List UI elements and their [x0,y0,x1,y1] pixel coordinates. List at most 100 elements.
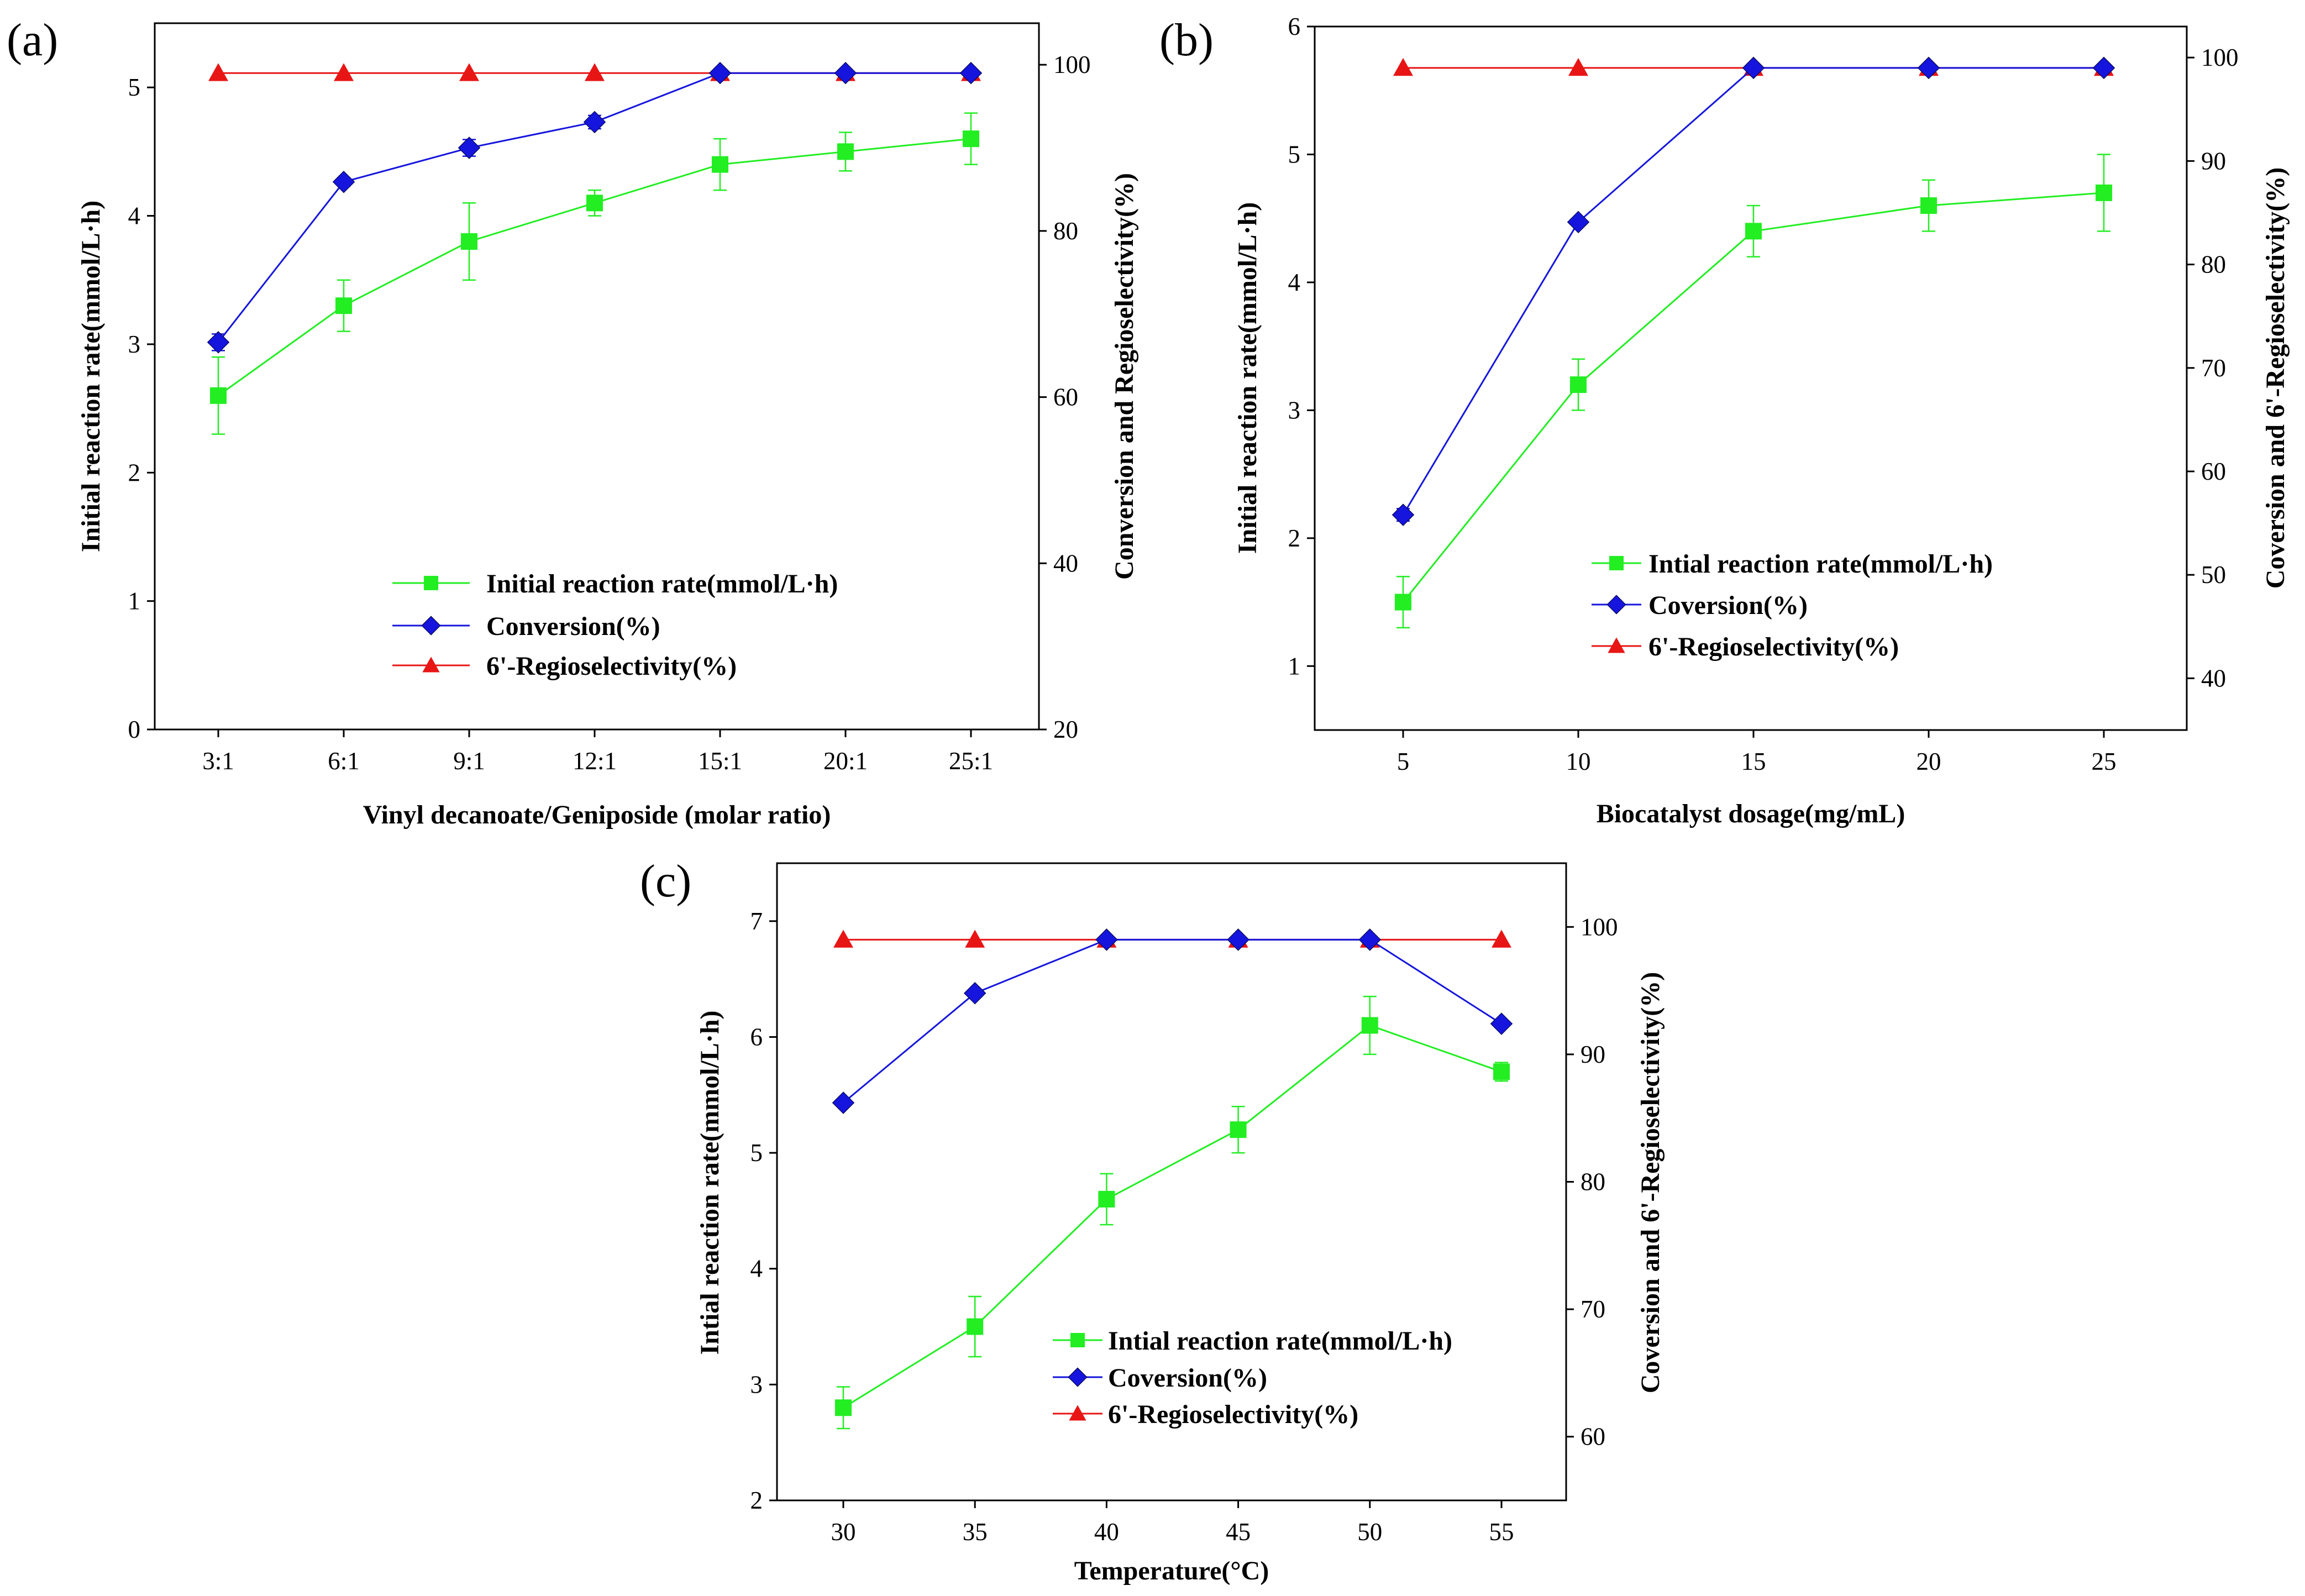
panel-a-right-ticks: 20 40 60 80 100 [1039,51,1091,743]
panel-c-right-tick-label: 80 [1581,1168,1605,1196]
panel-a-rate-point [963,130,979,148]
panel-a-right-tick-label: 40 [1053,549,1078,577]
panel-a-legend-regio-symbol [422,657,440,673]
panel-b-legend-regio-text: 6'-Regioselectivity(%) [1648,632,1899,662]
panel-a-rate-point [712,156,728,173]
panel-c-left-tick-label: 6 [750,1023,763,1051]
panel-c-left-tick-label: 3 [750,1371,763,1398]
panel-b-x-tick-label: 5 [1397,748,1410,775]
panel-a-left-tick-label: 5 [128,74,141,101]
panel-b-series [1392,56,2115,629]
panel-a-legend: Initial reaction rate(mmol/L·h) Conversi… [392,569,838,681]
panel-c-x-tick-label: 55 [1489,1518,1514,1546]
panel-b-rate-point [2096,184,2112,201]
panel-a-legend-regio-text: 6'-Regioselectivity(%) [486,652,737,681]
panel-b-left-tick-label: 3 [1288,396,1301,424]
panel-b-x-tick-label: 15 [1741,748,1766,775]
panel-a: (a) 0 1 2 3 4 5 20 40 60 80 100 3:1 6:1 9:1 12:1 15:1… [7,14,1139,830]
panel-c-y2-axis-label: Coversion and 6'-Regioselectivity(%) [1636,972,1665,1394]
panel-b-conversion-point [1392,503,1415,526]
panel-c-rate-point [967,1318,984,1335]
panel-c-legend-rate-text: Intial reaction rate(mmol/L·h) [1108,1326,1452,1356]
panel-c-rate-point [1493,1063,1510,1080]
panel-b-rate-point [1745,223,1762,240]
panel-b-rate-point [1920,197,1937,214]
panel-a-rate-point [210,387,227,404]
panel-a-x-axis-label: Vinyl decanoate/Geniposide (molar ratio) [363,800,831,830]
panel-a-left-tick-label: 1 [128,587,141,615]
panel-a-label: (a) [7,14,58,66]
panel-c-legend-regio-text: 6'-Regioselectivity(%) [1108,1400,1358,1429]
panel-c-x-tick-label: 35 [963,1518,988,1546]
panel-b-rate-point [1395,594,1411,611]
panel-c-conversion-point [1358,928,1382,951]
panel-b-right-tick-label: 70 [2201,354,2226,382]
panel-c-x-axis-label: Temperature(°C) [1074,1556,1269,1586]
panel-a-rate-line [218,138,972,397]
panel-a-conversion-point [708,62,732,85]
panel-c-x-tick-label: 30 [831,1518,856,1546]
panel-c-right-tick-label: 70 [1581,1295,1605,1323]
panel-b: (b) 1 2 3 4 5 6 40 50 60 70 80 90 100 5 10 15 20 25 Bio… [1159,13,2290,828]
panel-b-right-tick-label: 100 [2201,44,2239,71]
panel-b-conversion-point [2092,56,2115,80]
panel-b-left-tick-label: 5 [1288,140,1301,168]
panel-a-left-tick-label: 3 [128,330,141,358]
panel-c-left-ticks: 2 3 4 5 6 7 [750,907,777,1514]
panel-a-x-tick-label: 12:1 [573,747,617,775]
panel-c-conversion-point [1227,928,1249,951]
panel-c-right-ticks: 60 70 80 90 100 [1566,913,1618,1451]
panel-c-legend-conversion-marker [1053,1367,1102,1387]
panel-a-left-tick-label: 0 [128,716,141,743]
panel-a-conversion-point [583,111,606,134]
panel-a-conversion-point [332,170,355,193]
panel-a-right-tick-label: 80 [1053,217,1078,245]
panel-c-right-tick-label: 100 [1581,913,1618,941]
panel-b-conversion-point [1917,56,1940,80]
panel-c-y-axis-label: Intial reaction rate(mmol/L·h) [695,1010,724,1355]
panel-c-x-tick-label: 50 [1357,1518,1382,1546]
panel-a-regio-point [208,63,228,81]
panel-c-rate-point [1098,1190,1115,1208]
panel-b-y2-axis-label: Coversion and 6'-Regioselectivity(%) [2261,167,2290,589]
panel-a-rate-point [837,143,854,160]
panel-c-legend-conversion-symbol [1068,1367,1088,1387]
panel-b-conversion-point [1742,56,1765,80]
panel-b-y-axis-label: Initial reaction rate(mmol/L·h) [1233,202,1262,554]
panel-a-legend-regio-marker [392,657,470,673]
panel-b-plot-frame [1314,25,2188,731]
panel-b-legend-rate-marker [1592,556,1641,570]
panel-a-legend-conversion-marker [392,616,470,636]
panel-a-regio-point [334,63,354,81]
panel-a-regio-point [459,63,479,81]
panel-a-conversion-point [834,62,857,85]
panel-c-left-tick-label: 4 [750,1255,763,1283]
panel-b-right-tick-label: 50 [2201,561,2226,589]
panel-c-label: (c) [640,855,691,907]
panel-c-series [832,928,1513,1430]
panel-b-legend-conversion-text: Coversion(%) [1648,591,1808,620]
panel-c-conversion-point [832,1091,855,1114]
panel-b-legend-rate-symbol [1609,556,1624,570]
panel-a-y2-axis-label: Conversion and Regioselectivity(%) [1110,173,1139,580]
panel-b-regio-point [1393,57,1413,76]
panel-b-conversion-point [1567,211,1590,234]
panel-b-legend: Intial reaction rate(mmol/L·h) Coversion… [1592,549,1993,662]
panel-c-rate-point [1361,1017,1378,1034]
panel-a-rate-point [461,233,477,250]
panel-a-x-tick-label: 9:1 [453,747,485,775]
panel-a-plot-frame [154,22,1040,731]
panel-c-legend-conversion-text: Coversion(%) [1108,1363,1267,1393]
panel-a-legend-rate-symbol [424,576,438,590]
panel-c-legend-rate-symbol [1070,1333,1085,1347]
panel-b-left-ticks: 1 2 3 4 5 6 [1288,13,1315,680]
panel-a-conversion-point [207,331,230,354]
panel-a-legend-rate-marker [392,576,470,590]
panel-c-legend-regio-marker [1053,1405,1102,1421]
panel-a-right-tick-label: 60 [1053,384,1078,411]
panel-a-rate-point [586,195,603,212]
panel-c-legend-rate-marker [1053,1333,1102,1347]
panel-a-left-ticks: 0 1 2 3 4 5 [128,74,155,743]
panel-a-x-tick-label: 3:1 [202,747,234,775]
